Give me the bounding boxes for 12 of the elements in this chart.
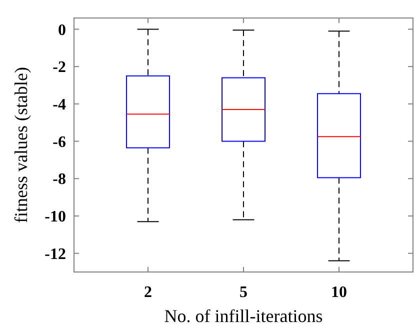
y-tick-label: -10: [44, 208, 66, 226]
y-tick-label: -8: [52, 171, 66, 188]
y-axis-title: fitness values (stable): [11, 67, 31, 223]
x-tick-label: 2: [144, 284, 152, 301]
y-tick-label: -4: [52, 96, 66, 114]
y-tick-label: -2: [52, 59, 66, 76]
y-tick-label: -12: [44, 246, 66, 263]
x-tick-label: 5: [240, 284, 248, 301]
x-axis-title: No. of infill-iterations: [164, 306, 323, 326]
x-tick-label: 10: [330, 284, 347, 301]
y-tick-label: 0: [58, 22, 66, 39]
y-tick-label: -6: [52, 134, 66, 151]
